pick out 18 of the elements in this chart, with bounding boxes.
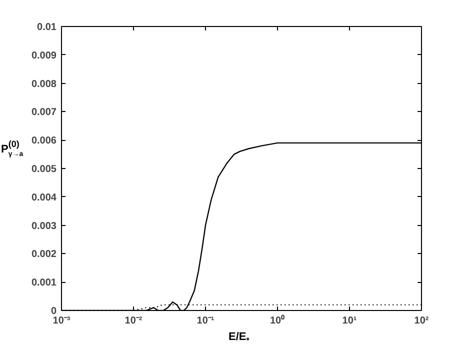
y-tick-label: 0.001 bbox=[31, 278, 57, 289]
y-tick-label: 0.01 bbox=[37, 22, 57, 33]
x-tick-label: 10⁰ bbox=[270, 314, 286, 326]
y-tick-label: 0.009 bbox=[31, 50, 57, 62]
x-tick-label: 10⁻³ bbox=[52, 316, 71, 326]
x-axis-title: E/E$_{*}$ bbox=[228, 330, 250, 347]
y-tick-label: 0.008 bbox=[31, 78, 57, 90]
x-tick-label: 10² bbox=[414, 316, 430, 326]
y-tick-label: 0.006 bbox=[31, 136, 57, 147]
y-tick-label: 0.002 bbox=[31, 249, 57, 260]
x-tick-label: 10⁻¹ bbox=[196, 316, 215, 326]
y-tick-label: 0.007 bbox=[31, 107, 57, 118]
y-tick-label: 0 bbox=[50, 306, 57, 317]
x-tick-label: 10⁻² bbox=[124, 316, 143, 326]
y-tick-label: 0.003 bbox=[31, 220, 57, 232]
x-tick-label: 10¹ bbox=[342, 316, 358, 326]
y-tick-label: 0.005 bbox=[31, 164, 57, 175]
y-tick-label: 0.004 bbox=[31, 192, 57, 204]
